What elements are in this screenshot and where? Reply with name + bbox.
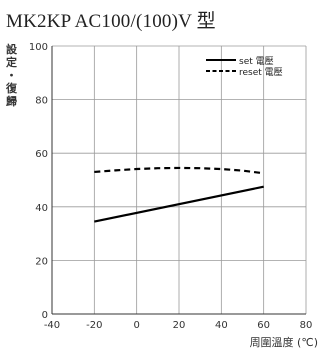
y-axis-label-char-5: 歸 — [6, 95, 17, 108]
series-line-1 — [94, 185, 264, 223]
x-tick-label: 0 — [133, 320, 139, 331]
x-tick-label: 40 — [215, 320, 228, 331]
legend-label-1: set 電壓 — [239, 56, 274, 67]
y-tick-label: 20 — [35, 256, 48, 267]
legend-label-2: reset 電壓 — [239, 67, 283, 78]
y-tick-label: 100 — [29, 42, 48, 53]
series-line-2 — [94, 166, 264, 175]
x-tick-label: 20 — [173, 320, 186, 331]
y-axis-label-char-1: 設 — [6, 43, 17, 56]
x-axis-label: 周圍溫度 (℃) — [250, 335, 318, 349]
x-tick-label: 60 — [257, 320, 270, 331]
y-tick-label: 80 — [35, 96, 48, 107]
y-axis-label-char-4: 復 — [6, 82, 17, 95]
chart-title: MK2KP AC100/(100)V 型 — [6, 11, 216, 32]
x-tick-label: 80 — [300, 320, 313, 331]
y-axis-label-char-3: ・ — [6, 69, 17, 82]
y-tick-label: 40 — [35, 203, 48, 214]
x-tick-label: -20 — [86, 320, 102, 331]
y-tick-label: 60 — [35, 149, 48, 160]
y-tick-label: 0 — [42, 310, 48, 321]
y-axis-label-char-2: 定 — [6, 56, 17, 69]
x-tick-label: -40 — [44, 320, 60, 331]
